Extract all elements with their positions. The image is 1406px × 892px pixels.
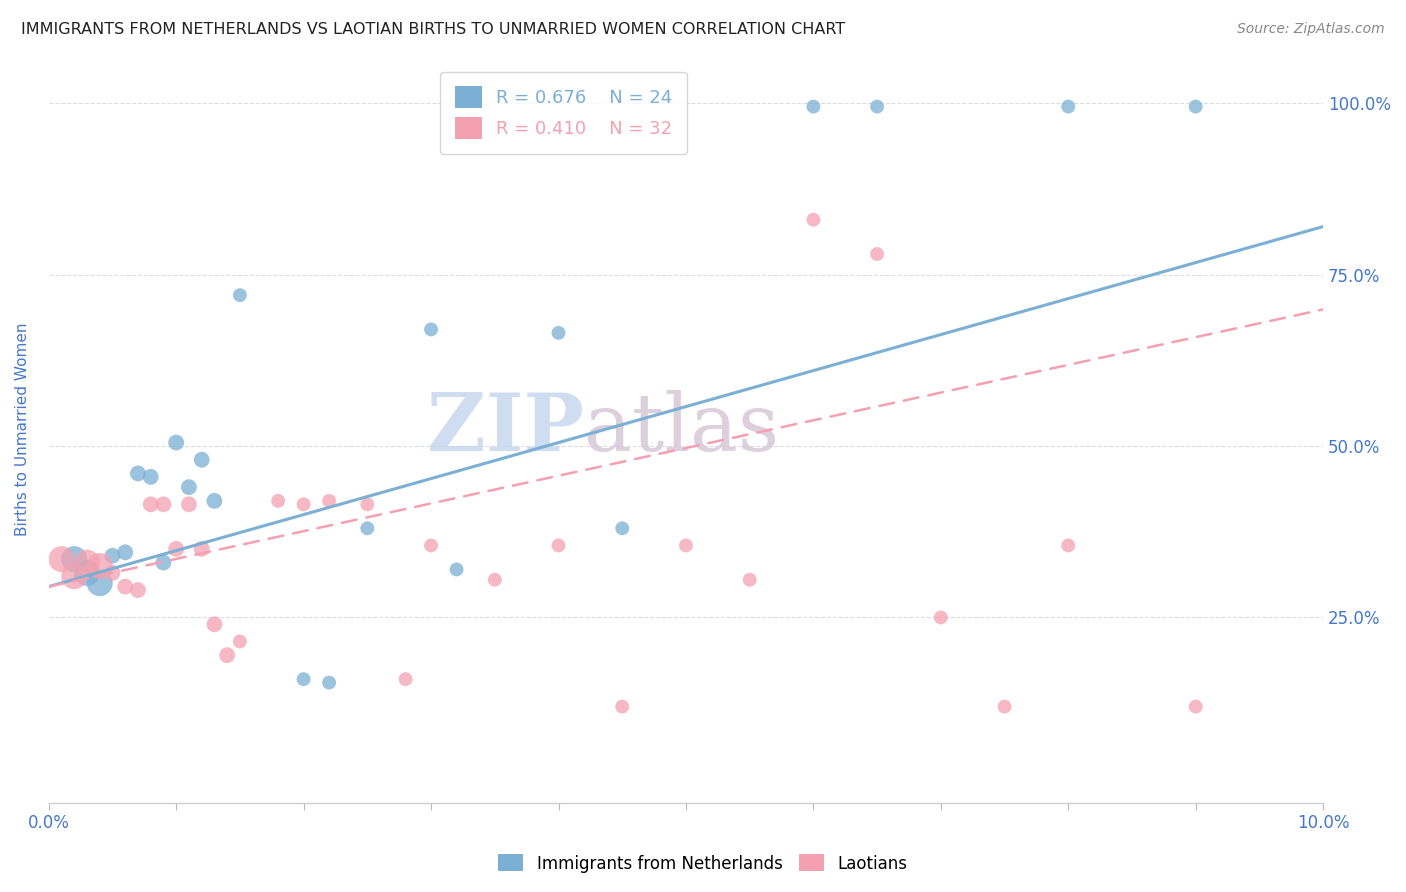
Point [165, 435, 187, 450]
Point [420, 538, 443, 552]
Legend: Immigrants from Netherlands, Laotians: Immigrants from Netherlands, Laotians [492, 847, 914, 880]
Point [356, 521, 378, 535]
Point [547, 326, 569, 340]
Point [803, 212, 825, 227]
Point [165, 541, 187, 556]
Point [929, 610, 952, 624]
Point [484, 573, 506, 587]
Point [127, 582, 149, 597]
Point [152, 556, 174, 570]
Text: atlas: atlas [583, 390, 779, 468]
Point [177, 497, 200, 511]
Point [51, 552, 73, 566]
Point [139, 497, 162, 511]
Point [152, 497, 174, 511]
Point [76, 566, 98, 580]
Point [1057, 99, 1080, 113]
Point [89, 576, 111, 591]
Point [114, 580, 136, 594]
Point [114, 545, 136, 559]
Point [1057, 538, 1080, 552]
Point [127, 467, 149, 481]
Text: IMMIGRANTS FROM NETHERLANDS VS LAOTIAN BIRTHS TO UNMARRIED WOMEN CORRELATION CHA: IMMIGRANTS FROM NETHERLANDS VS LAOTIAN B… [21, 22, 845, 37]
Point [267, 494, 290, 508]
Point [866, 99, 889, 113]
Point [803, 99, 825, 113]
Point [675, 538, 697, 552]
Point [177, 480, 200, 494]
Point [866, 247, 889, 261]
Point [612, 699, 634, 714]
Point [1184, 699, 1206, 714]
Legend: R = 0.676    N = 24, R = 0.410    N = 32: R = 0.676 N = 24, R = 0.410 N = 32 [440, 71, 686, 153]
Point [229, 634, 252, 648]
Point [612, 521, 634, 535]
Text: Source: ZipAtlas.com: Source: ZipAtlas.com [1237, 22, 1385, 37]
Point [63, 569, 86, 583]
Point [292, 497, 315, 511]
Text: ZIP: ZIP [427, 390, 583, 468]
Point [318, 494, 340, 508]
Point [394, 672, 416, 686]
Point [63, 552, 86, 566]
Point [139, 470, 162, 484]
Point [738, 573, 761, 587]
Point [101, 566, 124, 580]
Point [204, 617, 226, 632]
Y-axis label: Births to Unmarried Women: Births to Unmarried Women [15, 322, 30, 535]
Point [89, 559, 111, 574]
Point [229, 288, 252, 302]
Point [292, 672, 315, 686]
Point [420, 322, 443, 336]
Point [446, 562, 468, 576]
Point [547, 538, 569, 552]
Point [318, 675, 340, 690]
Point [76, 556, 98, 570]
Point [204, 494, 226, 508]
Point [101, 549, 124, 563]
Point [190, 452, 212, 467]
Point [1184, 99, 1206, 113]
Point [190, 541, 212, 556]
Point [217, 648, 239, 662]
Point [993, 699, 1015, 714]
Point [356, 497, 378, 511]
